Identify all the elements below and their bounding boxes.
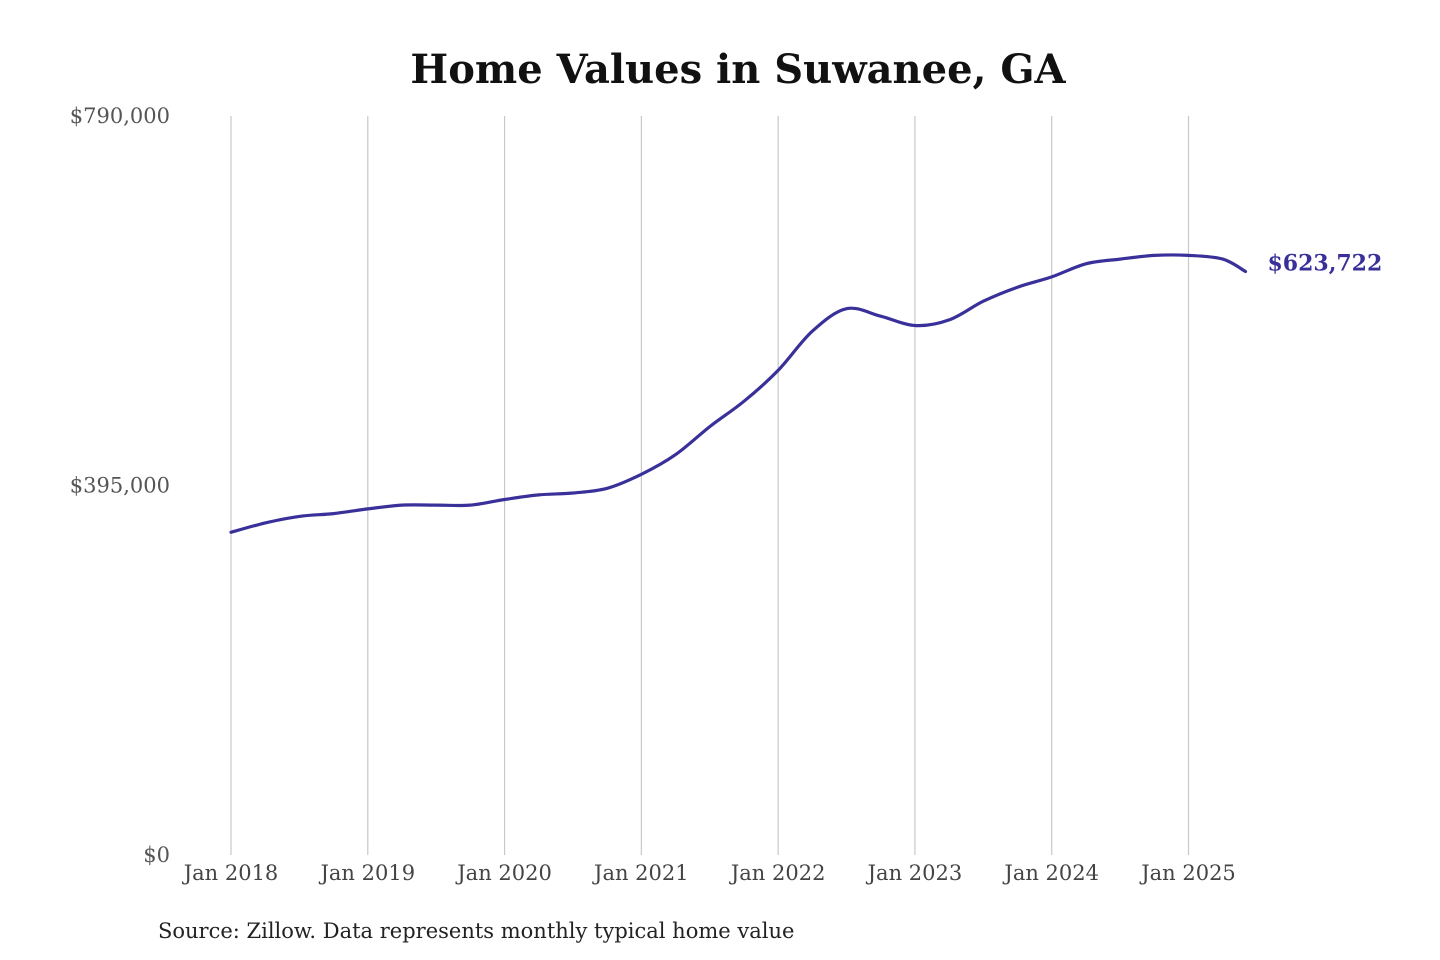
home-value-line (229, 253, 1248, 534)
x-tick-label: Jan 2024 (1002, 861, 1099, 885)
y-tick-label: $395,000 (70, 474, 170, 498)
x-tick-label: Jan 2022 (729, 861, 826, 885)
source-note: Source: Zillow. Data represents monthly … (158, 919, 794, 943)
x-axis: Jan 2018 Jan 2019 Jan 2020 Jan 2021 Jan 2022… (182, 861, 1236, 885)
end-value-label: $623,722 (1267, 251, 1382, 277)
x-tick-label: Jan 2023 (866, 861, 963, 885)
x-tick-label: Jan 2019 (318, 861, 415, 885)
x-tick-label: Jan 2018 (182, 861, 279, 885)
chart-title: Home Values in Suwanee, GA (410, 46, 1066, 93)
x-tick-label: Jan 2025 (1139, 861, 1236, 885)
y-tick-label: $0 (143, 843, 170, 867)
x-tick-label: Jan 2020 (455, 861, 552, 885)
y-axis: $0 $395,000 $790,000 (70, 104, 170, 867)
x-tick-label: Jan 2021 (592, 861, 689, 885)
y-tick-label: $790,000 (70, 104, 170, 128)
gridlines (230, 116, 1190, 855)
